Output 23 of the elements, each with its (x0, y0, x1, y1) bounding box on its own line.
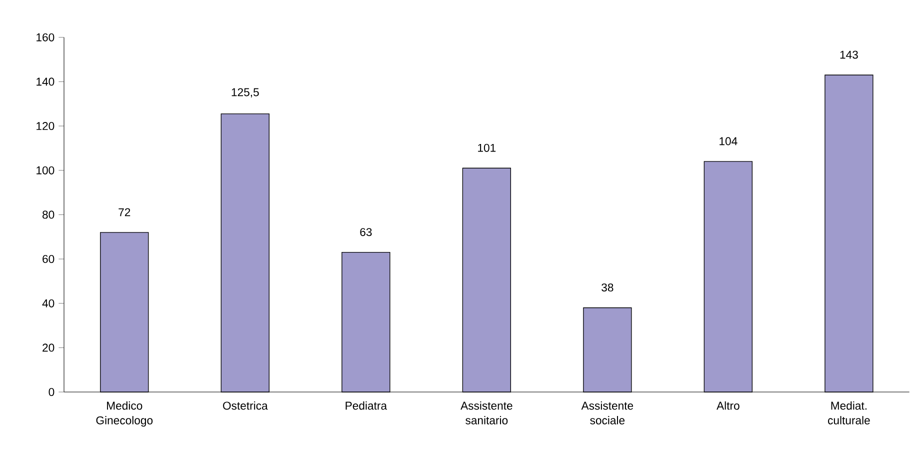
x-tick-label: Ostetrica (223, 401, 268, 410)
y-tick-label: 80 (42, 210, 54, 219)
data-label: 63 (360, 228, 372, 236)
data-label: 125,5 (232, 88, 259, 98)
x-tick-label: Medico Ginecologo (96, 401, 153, 427)
y-tick-label: 160 (36, 33, 54, 42)
y-tick-label: 0 (48, 388, 54, 396)
y-tick-label: 20 (42, 344, 54, 352)
x-tick-label: Assistente sociale (581, 401, 634, 424)
data-label: 143 (840, 50, 858, 59)
data-label: 72 (118, 208, 130, 216)
x-tick-label: Mediat. culturale (828, 401, 870, 424)
x-tick-label: Altro (716, 401, 740, 410)
data-label: 104 (720, 137, 738, 146)
y-tick-label: 120 (36, 122, 54, 130)
x-tick-label: Pediatra (346, 401, 387, 410)
data-label: 38 (602, 283, 614, 292)
y-tick-label: 60 (42, 255, 54, 264)
y-tick-label: 140 (36, 78, 54, 86)
data-label: 101 (478, 144, 496, 152)
y-tick-label: 100 (36, 166, 54, 174)
x-tick-label: Assistente sanitario (460, 401, 512, 424)
y-tick-label: 40 (42, 299, 54, 308)
